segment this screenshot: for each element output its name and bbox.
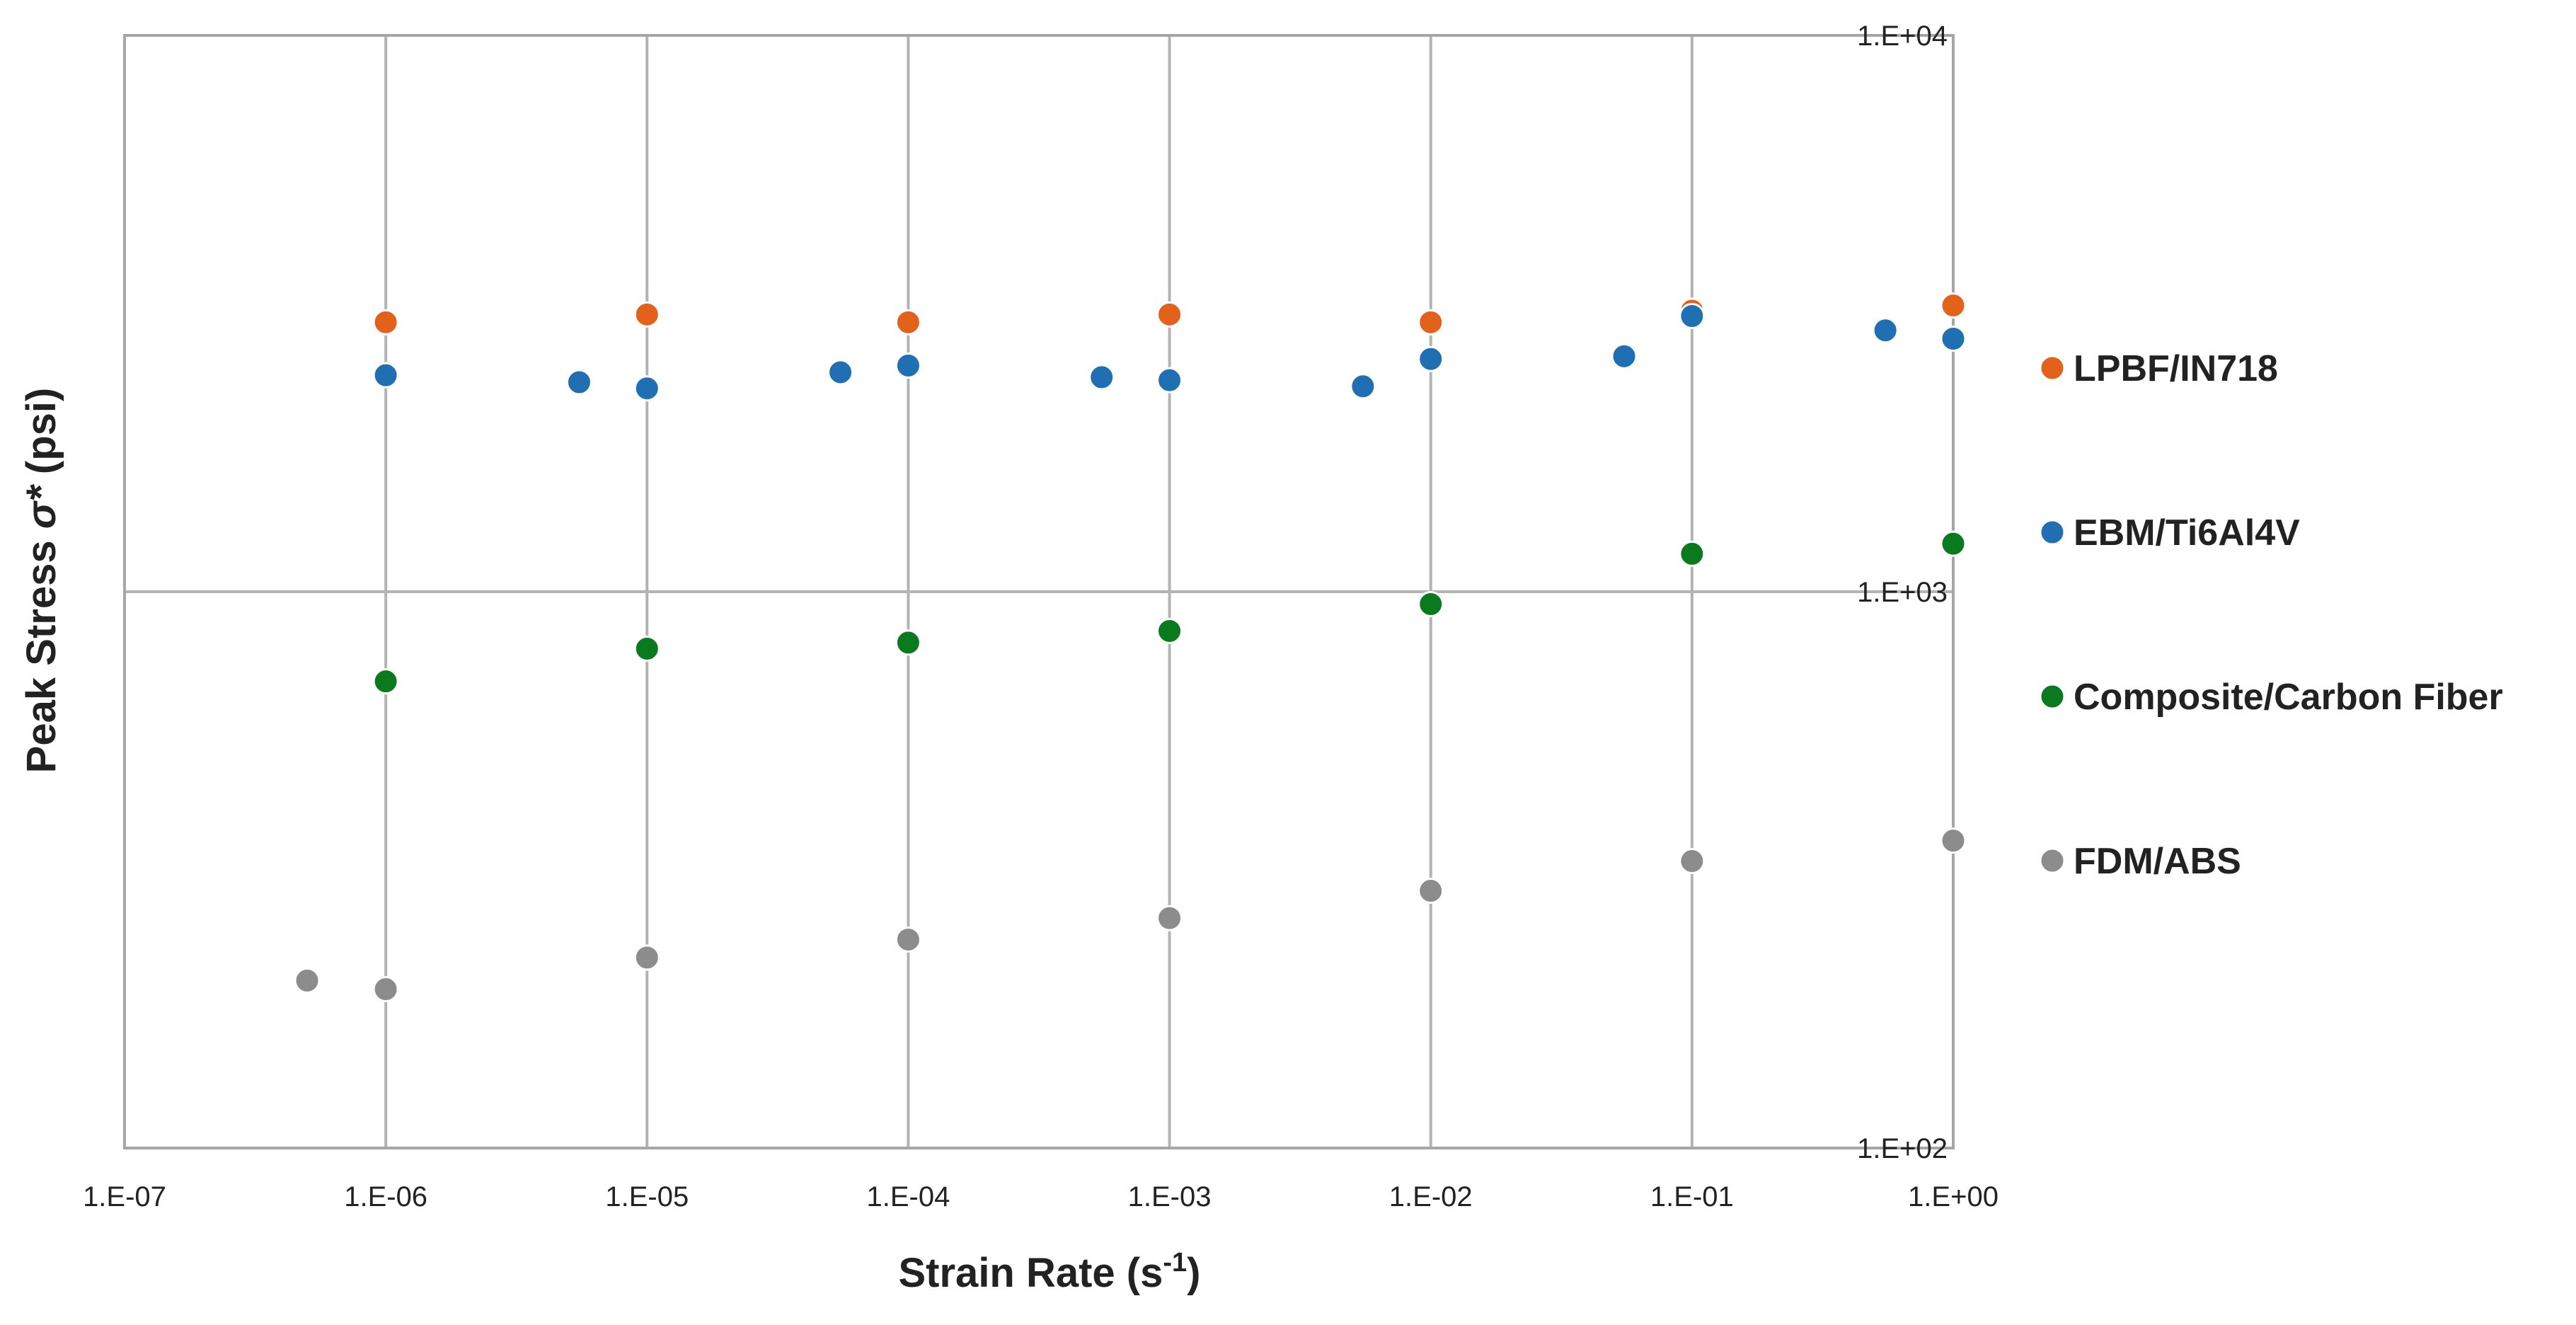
x-tick-label: 1.E-06 bbox=[344, 1181, 427, 1212]
y-axis-tick-labels: 1.E+02 1.E+03 1.E+04 bbox=[1857, 21, 1948, 1164]
data-point bbox=[1156, 367, 1183, 394]
legend-marker bbox=[2039, 355, 2066, 382]
data-series bbox=[294, 292, 1967, 1003]
data-point bbox=[633, 944, 660, 971]
data-point bbox=[565, 369, 592, 396]
data-point bbox=[895, 352, 921, 379]
legend: LPBF/IN718 EBM/Ti6Al4V Composite/Carbon Fi… bbox=[2039, 348, 2503, 882]
data-point bbox=[895, 309, 921, 335]
data-point bbox=[1350, 373, 1376, 400]
data-point bbox=[294, 967, 321, 994]
x-tick-label: 1.E-03 bbox=[1128, 1181, 1212, 1212]
data-point bbox=[1940, 292, 1967, 319]
y-tick-label: 1.E+04 bbox=[1857, 21, 1948, 52]
data-point bbox=[1088, 364, 1115, 391]
data-point bbox=[1418, 345, 1444, 372]
legend-marker bbox=[2039, 519, 2066, 546]
legend-label: EBM/Ti6Al4V bbox=[2074, 512, 2300, 553]
data-point bbox=[1418, 309, 1444, 335]
data-point bbox=[895, 629, 921, 656]
data-point bbox=[633, 375, 660, 402]
data-point bbox=[1418, 878, 1444, 905]
data-point bbox=[1940, 827, 1967, 854]
data-point bbox=[372, 309, 399, 335]
data-point bbox=[1940, 325, 1967, 352]
legend-label: LPBF/IN718 bbox=[2074, 348, 2278, 389]
data-point bbox=[1679, 303, 1706, 330]
x-tick-label: 1.E-07 bbox=[83, 1181, 166, 1212]
x-axis-title: Strain Rate (s-1) bbox=[898, 1248, 1200, 1296]
y-tick-label: 1.E+03 bbox=[1857, 577, 1948, 608]
data-point bbox=[1611, 343, 1638, 369]
series-ebm-ti6al4v bbox=[372, 303, 1967, 402]
y-tick-label: 1.E+02 bbox=[1857, 1133, 1948, 1164]
data-point bbox=[372, 362, 399, 389]
plot-area-frame bbox=[123, 34, 1955, 1149]
x-tick-label: 1.E-05 bbox=[605, 1181, 689, 1212]
x-axis-tick-labels: 1.E-07 1.E-06 1.E-05 1.E-04 1.E-03 1.E-02 1.E-… bbox=[83, 1181, 1999, 1212]
data-point bbox=[1679, 848, 1706, 875]
legend-item: FDM/ABS bbox=[2039, 841, 2241, 882]
legend-item: LPBF/IN718 bbox=[2039, 348, 2278, 389]
data-point bbox=[1156, 905, 1183, 931]
x-tick-label: 1.E-04 bbox=[866, 1181, 950, 1212]
legend-item: Composite/Carbon Fiber bbox=[2039, 677, 2503, 718]
legend-label: FDM/ABS bbox=[2074, 841, 2241, 882]
legend-marker bbox=[2039, 847, 2066, 874]
x-tick-label: 1.E-02 bbox=[1389, 1181, 1473, 1212]
legend-label: Composite/Carbon Fiber bbox=[2074, 677, 2503, 718]
data-point bbox=[895, 926, 921, 953]
series-fdm-abs bbox=[294, 827, 1967, 1003]
x-tick-label: 1.E-01 bbox=[1650, 1181, 1734, 1212]
series-composite-carbon-fiber bbox=[372, 530, 1967, 695]
data-point bbox=[633, 635, 660, 662]
data-point bbox=[1156, 301, 1183, 328]
x-tick-label: 1.E+00 bbox=[1908, 1181, 1999, 1212]
y-axis-title: Peak Stress σ* (psi) bbox=[18, 388, 64, 774]
data-point bbox=[827, 359, 854, 386]
legend-item: EBM/Ti6Al4V bbox=[2039, 512, 2300, 553]
legend-marker bbox=[2039, 683, 2066, 710]
data-point bbox=[1940, 530, 1967, 557]
data-point bbox=[1418, 591, 1444, 618]
data-point bbox=[372, 976, 399, 1003]
data-point bbox=[1872, 317, 1899, 344]
data-point bbox=[633, 301, 660, 328]
data-point bbox=[1156, 617, 1183, 644]
data-point bbox=[1679, 540, 1706, 567]
data-point bbox=[372, 668, 399, 695]
